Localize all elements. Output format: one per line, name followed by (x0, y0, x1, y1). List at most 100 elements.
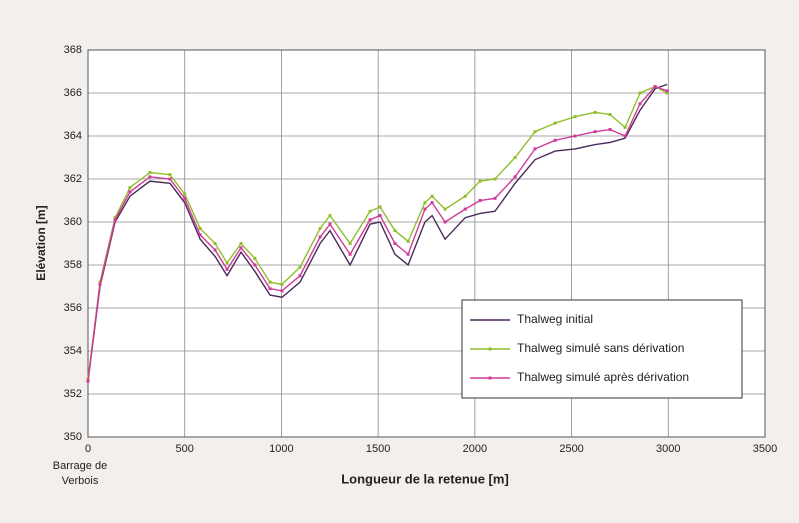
series-marker (653, 85, 657, 89)
series-marker (128, 190, 132, 194)
series-marker (348, 242, 352, 245)
y-tick-label: 366 (64, 87, 82, 99)
series-marker (253, 257, 257, 261)
series-marker (98, 282, 102, 286)
series-marker (533, 130, 537, 134)
series-marker (148, 175, 152, 179)
x-tick-label: 2500 (559, 443, 583, 455)
series-marker (268, 280, 272, 284)
series-marker (623, 134, 627, 138)
legend-marker (488, 347, 492, 351)
series-marker (298, 274, 302, 278)
series-marker (463, 207, 467, 211)
series-marker (406, 252, 410, 256)
x-tick-label: 500 (176, 443, 194, 455)
x-tick-label: 2000 (463, 443, 487, 455)
series-marker (478, 179, 482, 183)
series-marker (478, 199, 482, 202)
series-marker (393, 242, 397, 245)
series-marker (213, 242, 217, 245)
series-marker (493, 196, 497, 200)
series-marker (318, 235, 322, 239)
x-tick-label: 0 (85, 443, 91, 455)
x-tick-label: 3500 (753, 443, 777, 455)
series-marker (318, 226, 322, 230)
series-marker (213, 248, 217, 252)
series-marker (86, 379, 90, 383)
legend-marker (488, 376, 492, 380)
series-marker (183, 192, 187, 196)
series-marker (198, 226, 202, 230)
annotation: Verbois (62, 475, 99, 487)
series-marker (513, 156, 517, 159)
series-marker (443, 220, 447, 224)
series-marker (430, 201, 434, 205)
series-marker (393, 229, 397, 233)
plot-border (87, 49, 766, 438)
series-marker (268, 287, 272, 291)
legend-label: Thalweg simulé sans dérivation (517, 341, 684, 355)
y-axis-label: Elévation [m] (34, 205, 48, 280)
series-marker (368, 218, 372, 222)
series-marker (128, 186, 132, 190)
y-tick-label: 364 (64, 130, 82, 142)
x-tick-label: 1500 (366, 443, 390, 455)
series-marker (553, 121, 557, 125)
series-marker (280, 289, 284, 293)
series-marker (368, 209, 372, 213)
series-marker (328, 214, 332, 218)
series-marker (253, 263, 257, 267)
series-marker (493, 177, 497, 181)
series-marker (183, 196, 187, 200)
legend-label: Thalweg initial (517, 312, 593, 326)
y-tick-label: 356 (64, 302, 82, 314)
series-marker (593, 110, 597, 114)
y-tick-label: 354 (64, 345, 82, 357)
series-marker (513, 175, 517, 179)
series-marker (638, 91, 642, 95)
series-marker (623, 125, 627, 129)
series-marker (298, 265, 302, 269)
annotation: Barrage de (53, 460, 107, 472)
series-marker (533, 147, 537, 151)
series-marker (638, 102, 642, 106)
series-marker (378, 214, 382, 218)
y-tick-label: 358 (64, 259, 82, 271)
series-line (87, 83, 668, 382)
series-marker (423, 207, 427, 211)
series-marker (239, 242, 243, 245)
series-marker (593, 130, 597, 134)
series-marker (148, 171, 152, 175)
series-marker (608, 128, 612, 132)
series-marker (225, 261, 229, 265)
series-marker (665, 89, 669, 93)
series-marker (573, 134, 577, 138)
series-marker (406, 239, 410, 243)
series-marker (113, 218, 117, 222)
series-marker (348, 252, 352, 256)
series-marker (463, 194, 467, 198)
series-line (87, 85, 668, 380)
series-marker (239, 246, 243, 250)
y-tick-label: 368 (64, 44, 82, 56)
series-marker (198, 233, 202, 237)
series-marker (168, 177, 172, 181)
series-marker (443, 207, 447, 211)
series-marker (423, 201, 427, 205)
series-marker (665, 91, 669, 95)
y-tick-label: 362 (64, 173, 82, 185)
legend-label: Thalweg simulé après dérivation (517, 370, 689, 384)
x-tick-label: 1000 (269, 443, 293, 455)
series-marker (553, 138, 557, 142)
x-axis-label: Longueur de la retenue [m] (341, 471, 509, 486)
series-marker (328, 222, 332, 226)
series-marker (430, 194, 434, 198)
y-tick-label: 360 (64, 216, 82, 228)
series-marker (378, 205, 382, 209)
series-marker (168, 173, 172, 177)
series-line (87, 85, 668, 382)
y-tick-label: 352 (64, 388, 82, 400)
series-marker (573, 115, 577, 119)
x-tick-label: 3000 (656, 443, 680, 455)
